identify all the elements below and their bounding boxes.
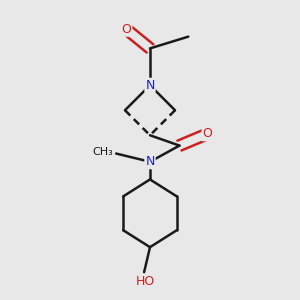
- Text: N: N: [145, 155, 155, 168]
- Text: N: N: [145, 79, 155, 92]
- Text: CH₃: CH₃: [92, 147, 113, 157]
- Text: HO: HO: [136, 275, 155, 288]
- Text: O: O: [202, 127, 212, 140]
- Text: O: O: [122, 23, 131, 36]
